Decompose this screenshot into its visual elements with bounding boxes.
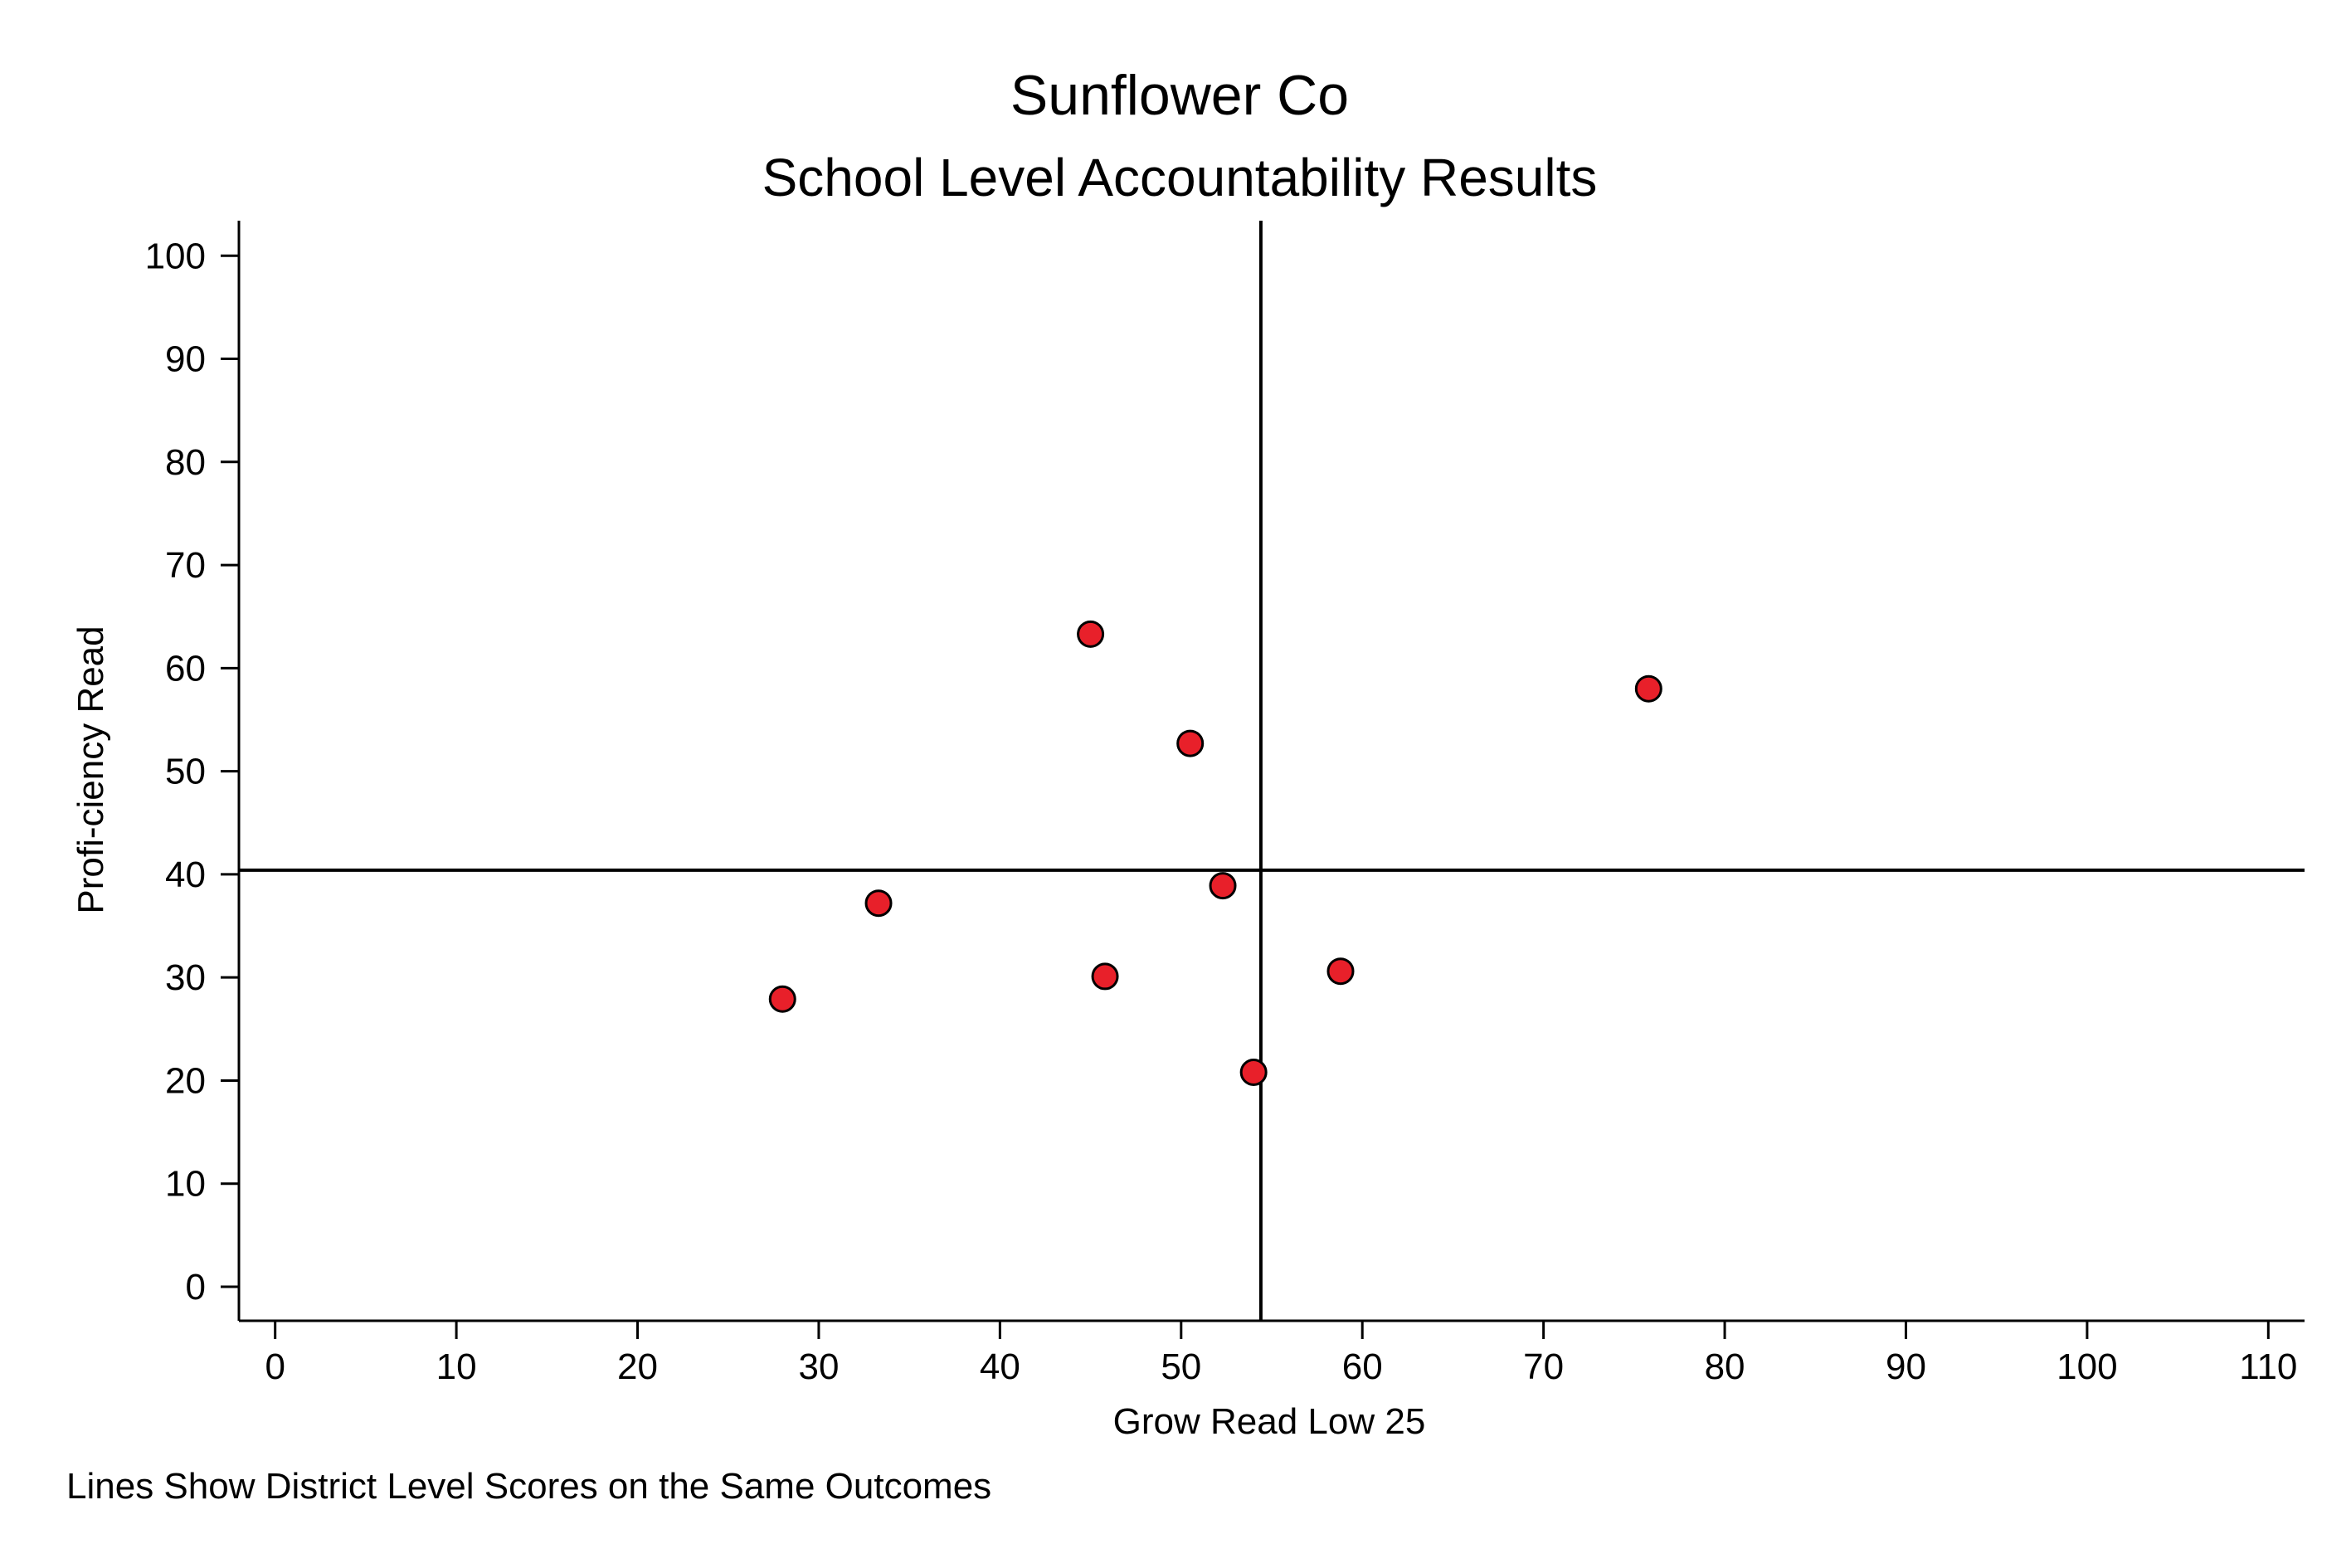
y-tick-label: 90 [165, 339, 206, 380]
chart-subtitle: School Level Accountability Results [762, 148, 1598, 207]
x-tick-label: 100 [2057, 1346, 2117, 1387]
y-axis-title: Profi-ciency Read [71, 626, 111, 913]
x-tick-label: 20 [617, 1346, 658, 1387]
x-tick-label: 0 [265, 1346, 285, 1387]
school-point [864, 889, 893, 918]
school-point [1326, 957, 1355, 986]
y-tick-label: 70 [165, 545, 206, 586]
x-tick-label: 50 [1161, 1346, 1201, 1387]
x-tick-label: 60 [1342, 1346, 1383, 1387]
school-point [1239, 1059, 1268, 1087]
x-tick-label: 80 [1705, 1346, 1745, 1387]
y-tick-label: 10 [165, 1164, 206, 1205]
y-tick-label: 30 [165, 957, 206, 998]
x-tick-label: 90 [1886, 1346, 1926, 1387]
y-tick-label: 60 [165, 648, 206, 689]
school-point [1176, 729, 1205, 757]
x-axis-title: Grow Read Low 25 [1113, 1401, 1426, 1442]
x-tick-label: 110 [2239, 1346, 2297, 1387]
y-tick-label: 20 [165, 1060, 206, 1101]
x-tick-label: 10 [436, 1346, 477, 1387]
chart-note: Lines Show District Level Scores on the … [66, 1466, 991, 1507]
school-point [1634, 674, 1662, 703]
y-tick-label: 50 [165, 752, 206, 792]
school-point [1077, 620, 1105, 648]
chart-title: Sunflower Co [1010, 64, 1349, 127]
x-tick-label: 40 [980, 1346, 1020, 1387]
y-tick-label: 40 [165, 855, 206, 895]
school-point [768, 985, 796, 1013]
school-point [1091, 962, 1119, 991]
x-tick-label: 70 [1523, 1346, 1564, 1387]
y-tick-label: 0 [186, 1267, 206, 1307]
y-tick-label: 80 [165, 442, 206, 483]
x-tick-label: 30 [798, 1346, 839, 1387]
plot-area: 0 10 20 30 40 50 60 70 80 90 100 0 10 20 30 40 50 60 70 80 9… [145, 221, 2305, 1387]
y-tick-label: 100 [145, 236, 206, 276]
school-point [1209, 872, 1237, 900]
